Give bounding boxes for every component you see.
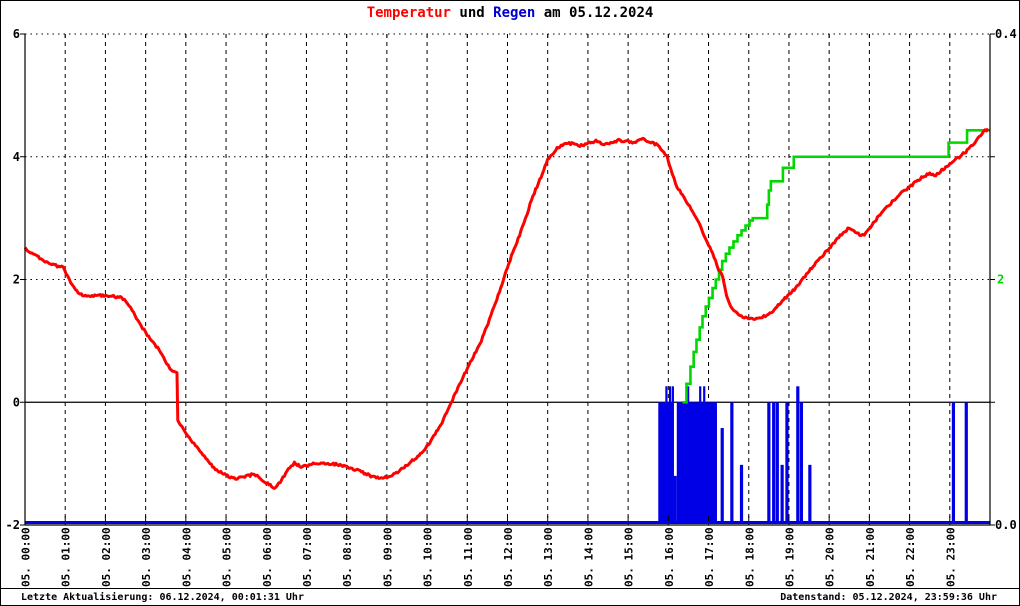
right-axis-top-label: 0.4: [995, 27, 1017, 41]
x-axis-tick-label: 05. 22:00: [904, 527, 917, 587]
x-axis-tick-label: 05. 07:00: [301, 527, 314, 587]
left-axis-tick-label: 2: [13, 273, 20, 287]
cumulative-rain-line: [682, 129, 990, 404]
x-axis-tick-label: 05. 16:00: [663, 527, 676, 587]
x-axis-tick-label: 05. 11:00: [462, 527, 475, 587]
left-axis-tick-label: -2: [6, 518, 20, 532]
x-axis-tick-label: 05. 00:00: [20, 527, 33, 587]
title-word-temperature: Temperatur: [366, 5, 451, 21]
status-bar: Letzte Aktualisierung: 06.12.2024, 00:01…: [1, 588, 1019, 605]
plot-axes: [20, 33, 995, 526]
x-axis-tick-label: 05. 21:00: [864, 527, 877, 587]
left-axis-tick-label: 6: [13, 27, 20, 41]
x-axis-labels: 05. 00:00 05. 01:00 05. 02:00 05. 03:00 05. …: [20, 527, 958, 587]
x-axis-tick-label: 05. 05:00: [221, 527, 234, 587]
left-axis-tick-label: 4: [13, 150, 20, 164]
rain-bars: [25, 386, 990, 524]
chart-title: Temperatur und Regen am 05.12.2024: [1, 5, 1019, 21]
x-axis-tick-label: 05. 10:00: [422, 527, 435, 587]
left-axis-labels: 6 4 2 0 -2: [6, 27, 20, 532]
right-axis-green-label: 2: [997, 273, 1004, 287]
x-axis-tick-label: 05. 18:00: [743, 527, 756, 587]
temperature-line: [23, 127, 990, 490]
title-word-rain: Regen: [493, 5, 536, 21]
x-axis-tick-label: 05. 19:00: [783, 527, 796, 587]
data-timestamp-text: Datenstand: 05.12.2024, 23:59:36 Uhr: [780, 592, 997, 603]
right-axis-bottom-label: 0.0: [995, 518, 1017, 532]
x-axis-tick-label: 05. 09:00: [381, 527, 394, 587]
x-axis-tick-label: 05. 15:00: [623, 527, 636, 587]
x-axis-tick-label: 05. 02:00: [100, 527, 113, 587]
title-word-date: am 05.12.2024: [535, 5, 654, 21]
title-word-and: und: [450, 5, 494, 21]
x-axis-tick-label: 05. 23:00: [944, 527, 957, 587]
right-axis-labels: 0.4 0.0 2: [995, 27, 1017, 532]
x-axis-tick-label: 05. 01:00: [60, 527, 73, 587]
x-axis-tick-label: 05. 17:00: [703, 527, 716, 587]
left-axis-tick-label: 0: [13, 395, 20, 409]
x-axis-tick-label: 05. 20:00: [824, 527, 837, 587]
last-update-text: Letzte Aktualisierung: 06.12.2024, 00:01…: [21, 592, 304, 603]
x-axis-tick-label: 05. 06:00: [261, 527, 274, 587]
x-gridlines: [64, 34, 951, 525]
x-axis-tick-label: 05. 12:00: [502, 527, 515, 587]
x-axis-tick-label: 05. 03:00: [140, 527, 153, 587]
x-axis-tick-label: 05. 04:00: [180, 527, 193, 587]
x-axis-tick-label: 05. 14:00: [582, 527, 595, 587]
x-axis-tick-label: 05. 08:00: [341, 527, 354, 587]
x-axis-tick-label: 05. 13:00: [542, 527, 555, 587]
